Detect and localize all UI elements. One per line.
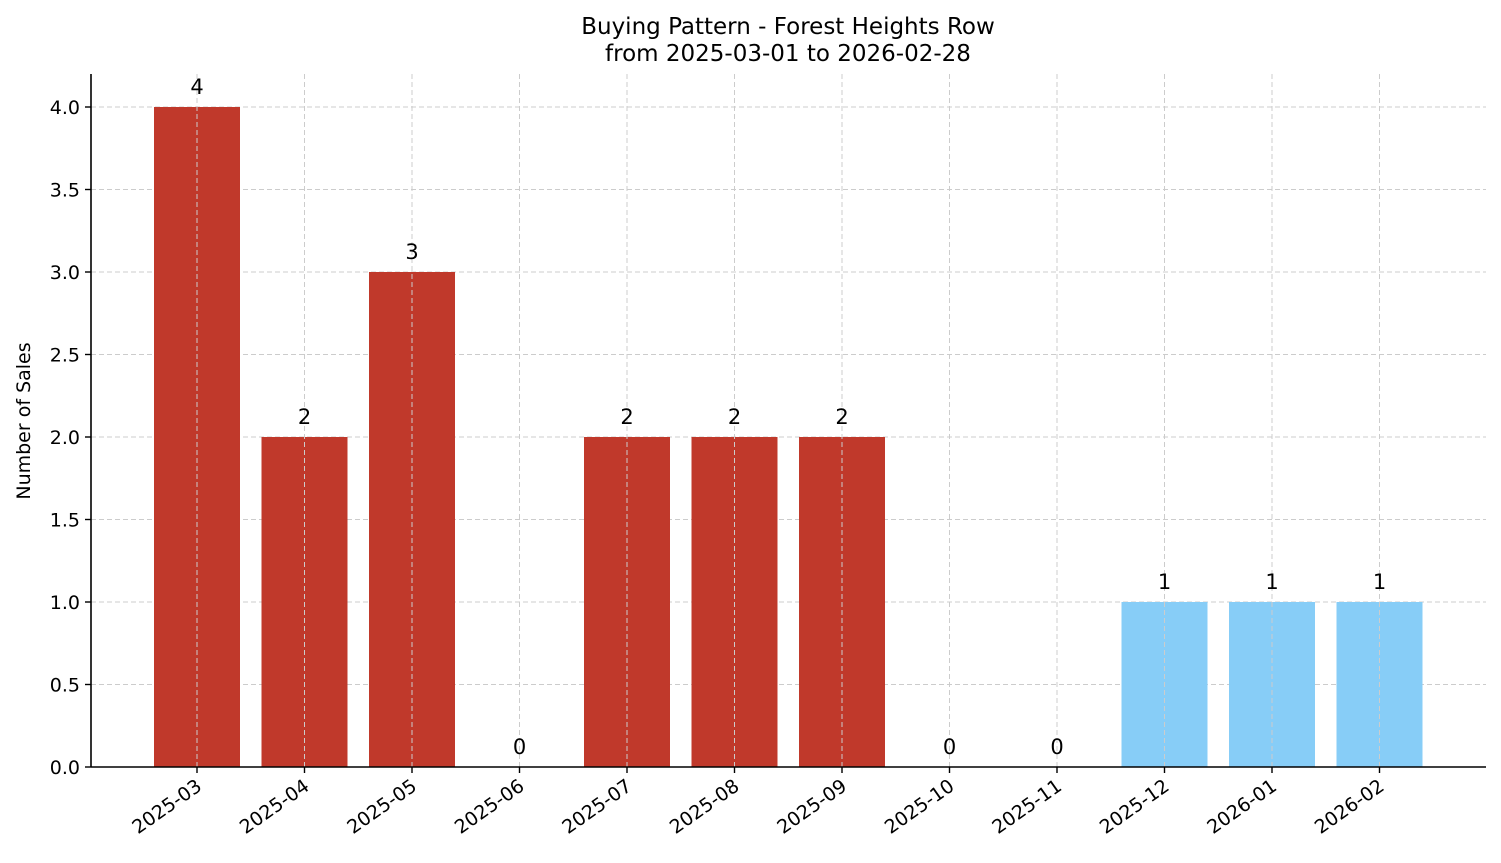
y-tick-label: 3.5 [50, 180, 80, 202]
data-label: 2 [298, 405, 311, 429]
y-tick-label: 2.5 [50, 345, 80, 367]
y-tick-label: 2.0 [50, 427, 80, 449]
y-tick-label: 0.5 [50, 675, 80, 697]
data-label: 1 [1158, 570, 1171, 594]
x-tick-label: 2026-02 [1311, 775, 1389, 839]
data-label: 0 [513, 735, 526, 759]
data-label: 0 [943, 735, 956, 759]
x-tick-label: 2025-04 [236, 775, 314, 839]
y-tick-label: 1.0 [50, 592, 80, 614]
data-label: 3 [405, 240, 418, 264]
data-label: 2 [728, 405, 741, 429]
x-tick-label: 2025-05 [343, 775, 421, 839]
y-tick-label: 3.0 [50, 262, 80, 284]
data-label: 4 [190, 75, 203, 99]
data-label: 0 [1050, 735, 1063, 759]
x-tick-label: 2025-09 [773, 775, 851, 839]
x-tick-label: 2025-06 [451, 775, 529, 839]
data-label: 1 [1265, 570, 1278, 594]
x-tick-label: 2025-07 [558, 775, 636, 839]
y-axis-label: Number of Sales [13, 342, 35, 499]
chart-title: Buying Pattern - Forest Heights Row [581, 14, 995, 40]
y-tick-label: 0.0 [50, 757, 80, 779]
x-tick-label: 2026-01 [1203, 775, 1281, 839]
x-tick-label: 2025-03 [128, 775, 206, 839]
x-tick-label: 2025-12 [1096, 775, 1174, 839]
data-label: 2 [835, 405, 848, 429]
x-tick-label: 2025-08 [666, 775, 744, 839]
x-tick-label: 2025-11 [988, 775, 1066, 839]
x-ticks-layer: 2025-03 2025-04 2025-05 2025-06 2025-07 2025-… [128, 767, 1388, 839]
y-ticks-layer: 0.0 0.5 1.0 1.5 2.0 2.5 3.0 3.5 4.0 [50, 97, 91, 779]
y-tick-label: 1.5 [50, 510, 80, 532]
data-label: 1 [1373, 570, 1386, 594]
data-labels-layer: 4 2 3 0 2 2 2 0 0 1 1 1 [190, 74, 1386, 767]
chart-subtitle: from 2025-03-01 to 2026-02-28 [605, 41, 971, 67]
y-tick-label: 4.0 [50, 97, 80, 119]
x-tick-label: 2025-10 [881, 775, 959, 839]
data-label: 2 [620, 405, 633, 429]
